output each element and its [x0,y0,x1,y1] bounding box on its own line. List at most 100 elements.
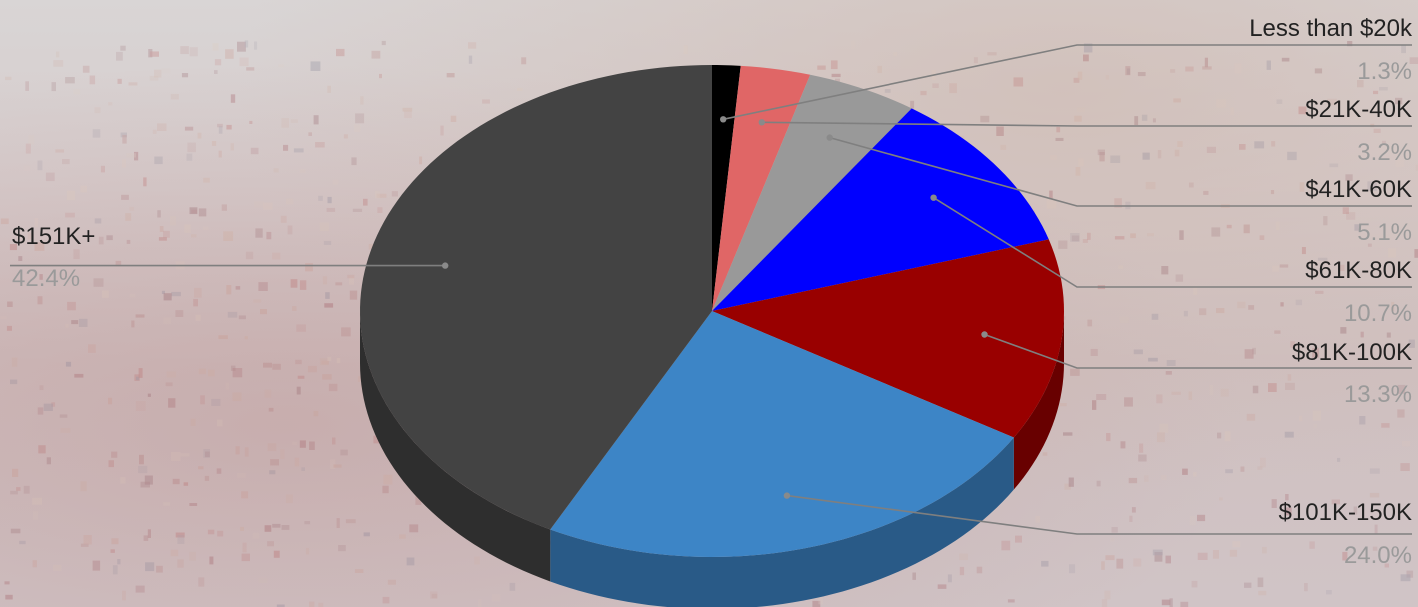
crowd-texture-mark [93,278,104,287]
crowd-texture-mark [1128,477,1138,484]
crowd-texture-mark [1271,499,1277,508]
crowd-texture-mark [363,532,370,537]
crowd-texture-mark [1144,475,1149,482]
crowd-texture-mark [1166,360,1176,366]
crowd-texture-mark [1110,155,1121,163]
crowd-texture-mark [1230,107,1234,115]
pie-slice-6 [360,65,712,530]
crowd-texture-mark [195,314,201,321]
crowd-texture-mark [299,440,306,448]
crowd-texture-mark [326,207,336,212]
crowd-texture-mark [1298,106,1307,115]
crowd-texture-mark [216,468,222,474]
crowd-texture-mark [1386,332,1391,338]
crowd-texture-mark [115,260,122,267]
crowd-texture-mark [323,240,332,245]
crowd-texture-mark [1243,224,1250,234]
crowd-texture-mark [246,67,255,71]
crowd-texture-mark [1133,349,1143,355]
crowd-texture-mark [227,311,238,318]
crowd-texture-mark [1206,146,1216,153]
crowd-texture-mark [52,564,62,572]
crowd-texture-mark [1165,371,1172,375]
crowd-texture-mark [9,244,17,251]
crowd-texture-mark [1312,348,1320,358]
crowd-texture-mark [73,249,80,260]
crowd-texture-mark [1096,394,1107,400]
crowd-texture-mark [1409,57,1418,64]
crowd-texture-mark [147,529,151,538]
crowd-texture-mark [32,560,37,568]
crowd-texture-mark [1373,128,1381,133]
crowd-texture-mark [354,569,364,573]
crowd-texture-mark [244,447,249,457]
crowd-texture-mark [171,452,181,462]
crowd-texture-mark [1353,506,1358,515]
crowd-texture-mark [55,149,65,153]
crowd-texture-mark [419,156,423,165]
crowd-texture-mark [1357,80,1364,88]
crowd-texture-mark [322,374,332,380]
crowd-texture-mark [1270,190,1275,195]
crowd-texture-mark [238,315,246,320]
crowd-texture-mark [6,325,12,331]
crowd-texture-mark [1369,468,1380,474]
slice-label-0: Less than $20k [1249,15,1413,42]
crowd-texture-mark [181,73,189,78]
crowd-texture-mark [309,601,315,607]
crowd-texture-mark [200,395,205,405]
crowd-texture-mark [193,298,198,307]
crowd-texture-mark [263,362,272,368]
crowd-texture-mark [1382,140,1386,144]
crowd-texture-mark [144,475,153,485]
crowd-texture-mark [404,110,412,118]
crowd-texture-mark [1299,415,1303,422]
crowd-texture-mark [51,82,56,92]
crowd-texture-mark [89,75,96,85]
slice-label-1: $21K-40K [1305,96,1412,123]
crowd-texture-mark [1329,163,1339,168]
crowd-texture-mark [1083,54,1089,62]
crowd-texture-mark [1203,190,1209,195]
crowd-texture-mark [1197,514,1206,522]
crowd-texture-mark [1110,538,1115,542]
crowd-texture-mark [1400,574,1411,582]
crowd-texture-mark [62,159,70,165]
crowd-texture-mark [37,160,43,171]
crowd-texture-mark [1388,248,1397,258]
crowd-texture-mark [1347,41,1353,47]
crowd-texture-mark [290,119,298,123]
leader-dot-0 [720,116,727,123]
crowd-texture-mark [180,453,190,457]
crowd-texture-mark [145,562,155,572]
crowd-texture-mark [19,540,26,545]
crowd-texture-mark [996,126,1004,136]
crowd-texture-mark [163,293,172,301]
crowd-texture-mark [1342,207,1349,214]
crowd-texture-mark [1175,274,1184,282]
crowd-texture-mark [1323,216,1328,226]
crowd-texture-mark [280,215,287,223]
crowd-texture-mark [318,602,324,607]
crowd-texture-mark [884,89,891,93]
crowd-texture-mark [258,577,268,583]
crowd-texture-mark [168,398,176,408]
crowd-texture-mark [1326,590,1332,595]
crowd-texture-mark [294,457,300,467]
crowd-texture-mark [117,78,122,84]
crowd-texture-mark [1384,563,1389,568]
crowd-texture-mark [1285,507,1292,516]
crowd-texture-mark [1156,432,1165,443]
crowd-texture-mark [980,115,990,123]
crowd-texture-mark [1133,558,1142,567]
crowd-texture-mark [183,482,189,486]
crowd-texture-mark [817,65,826,70]
crowd-texture-mark [34,218,38,228]
crowd-texture-mark [46,457,51,465]
pie-slice-2 [712,74,912,312]
crowd-texture-mark [1147,233,1154,237]
crowd-texture-mark [1395,97,1403,105]
crowd-texture-mark [1219,497,1223,501]
crowd-texture-mark [1101,599,1108,607]
crowd-texture-mark [322,276,328,285]
